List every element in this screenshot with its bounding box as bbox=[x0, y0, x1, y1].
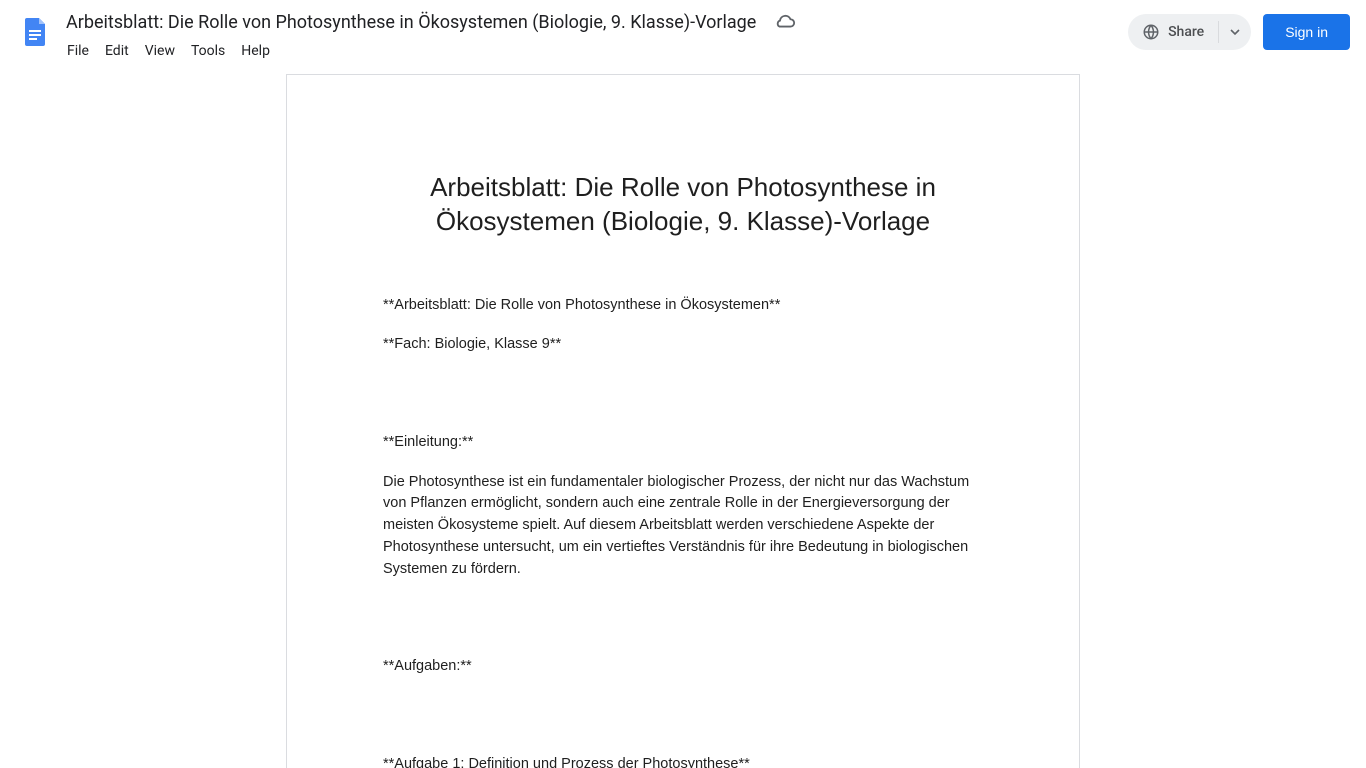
page-title: Arbeitsblatt: Die Rolle von Photosynthes… bbox=[383, 171, 983, 239]
header-actions: Share Sign in bbox=[1128, 14, 1350, 50]
docs-logo[interactable] bbox=[16, 12, 56, 52]
paragraph bbox=[383, 696, 983, 718]
title-row: Arbeitsblatt: Die Rolle von Photosynthes… bbox=[60, 8, 1128, 36]
document-page: Arbeitsblatt: Die Rolle von Photosynthes… bbox=[286, 74, 1080, 768]
paragraph: **Einleitung:** bbox=[383, 432, 983, 454]
share-button-group: Share bbox=[1128, 14, 1251, 50]
document-canvas[interactable]: Arbeitsblatt: Die Rolle von Photosynthes… bbox=[0, 64, 1366, 768]
title-area: Arbeitsblatt: Die Rolle von Photosynthes… bbox=[56, 8, 1128, 64]
share-button[interactable]: Share bbox=[1128, 14, 1218, 50]
document-body: **Arbeitsblatt: Die Rolle von Photosynth… bbox=[383, 295, 983, 768]
share-dropdown-button[interactable] bbox=[1219, 14, 1251, 50]
paragraph bbox=[383, 374, 983, 396]
paragraph: **Aufgabe 1: Definition und Prozess der … bbox=[383, 754, 983, 768]
menu-tools[interactable]: Tools bbox=[184, 39, 232, 63]
paragraph: Die Photosynthese ist ein fundamentaler … bbox=[383, 472, 983, 581]
menu-file[interactable]: File bbox=[60, 39, 96, 63]
document-title[interactable]: Arbeitsblatt: Die Rolle von Photosynthes… bbox=[60, 10, 762, 35]
share-label: Share bbox=[1168, 24, 1204, 40]
paragraph: **Arbeitsblatt: Die Rolle von Photosynth… bbox=[383, 295, 983, 317]
caret-down-icon bbox=[1230, 27, 1240, 37]
menu-bar: File Edit View Tools Help bbox=[60, 38, 1128, 64]
paragraph bbox=[383, 598, 983, 620]
menu-view[interactable]: View bbox=[138, 39, 182, 63]
app-header: Arbeitsblatt: Die Rolle von Photosynthes… bbox=[0, 0, 1366, 64]
signin-button[interactable]: Sign in bbox=[1263, 14, 1350, 50]
docs-logo-icon bbox=[20, 16, 52, 48]
paragraph: **Fach: Biologie, Klasse 9** bbox=[383, 334, 983, 356]
menu-help[interactable]: Help bbox=[234, 39, 277, 63]
cloud-status-icon[interactable] bbox=[774, 11, 796, 33]
globe-icon bbox=[1142, 23, 1160, 41]
paragraph: **Aufgaben:** bbox=[383, 656, 983, 678]
menu-edit[interactable]: Edit bbox=[98, 39, 136, 63]
